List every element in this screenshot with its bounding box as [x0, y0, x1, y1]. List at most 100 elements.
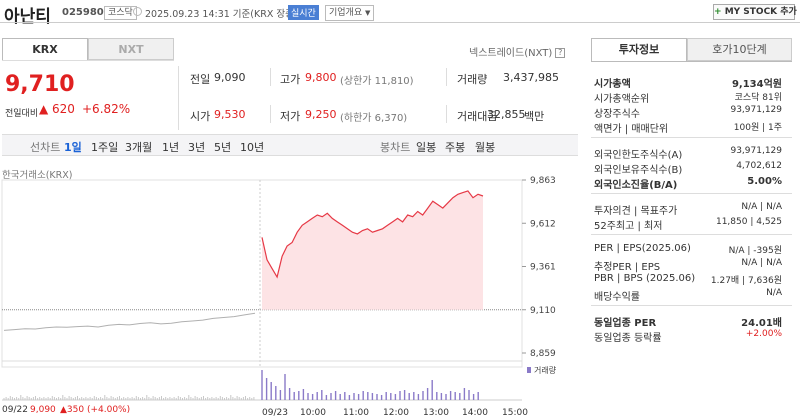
invest-label: 동일업종 PER — [594, 318, 657, 329]
invest-label: 동일업종 등락률 — [594, 333, 662, 344]
candle-1[interactable]: 주봉 — [445, 141, 466, 154]
prev-day-line — [3, 312, 256, 331]
datetime-text: 2025.09.23 14:31 기준(KRX 장중) — [145, 9, 298, 20]
candle-2[interactable]: 월봉 — [475, 141, 496, 154]
invest-label: PBR | BPS (2025.06) — [594, 273, 696, 284]
company-overview-button[interactable]: 기업개요 ▼ — [325, 5, 375, 21]
period-0[interactable]: 1일 — [64, 141, 82, 154]
invest-label: 외국인소진율(B/A) — [594, 180, 678, 191]
x-tick-label: 12:00 — [383, 408, 409, 418]
invest-label: 외국인한도주식수(A) — [594, 150, 683, 161]
trade-value-label: 거래대금 — [457, 110, 498, 123]
invest-value: 93,971,129 — [730, 146, 782, 156]
company-overview-label: 기업개요 — [329, 8, 363, 18]
up-arrow-icon: ▲ — [39, 102, 49, 116]
invest-value: 24.01배 — [741, 318, 782, 329]
period-4[interactable]: 3년 — [188, 141, 206, 154]
candle-0[interactable]: 일봉 — [416, 141, 437, 154]
y-tick-label: 9,361 — [530, 263, 556, 273]
invest-value: 코스닥 81위 — [734, 93, 782, 103]
invest-value: 11,850 | 4,525 — [715, 217, 782, 227]
candle-chart-label: 봉차트 — [380, 141, 411, 154]
my-stock-button[interactable]: + MY STOCK 추가 — [713, 4, 797, 20]
prev-day-close: 9,090 — [30, 405, 56, 415]
x-tick-label: 10:00 — [300, 408, 326, 418]
price-chart: 9,863 9,612 9,361 9,110 8,859 거래량 09/23 10:00 11… — [1, 176, 557, 418]
section-divider — [591, 305, 792, 306]
tab-krx[interactable]: KRX — [2, 38, 88, 60]
volume-value: 3,437,985 — [503, 71, 559, 84]
volume-legend-swatch — [527, 367, 531, 373]
low-label: 저가 — [280, 110, 301, 123]
tab-orderbook-label: 호가10단계 — [712, 43, 767, 56]
period-3[interactable]: 1년 — [162, 141, 180, 154]
high-label: 고가 — [280, 73, 301, 86]
period-2[interactable]: 3개월 — [125, 141, 153, 154]
chart-frame — [1, 179, 523, 368]
y-tick-label: 9,110 — [530, 306, 556, 316]
y-tick-label: 8,859 — [530, 349, 556, 359]
upper-limit: (상한가 11,810) — [340, 76, 414, 87]
invest-value: 93,971,129 — [730, 105, 782, 115]
prev-day-change: ▲350 (+4.00%) — [60, 405, 130, 415]
period-5[interactable]: 5년 — [214, 141, 232, 154]
x-tick-label: 14:00 — [462, 408, 488, 418]
invest-value: +2.00% — [745, 329, 782, 339]
prev-day-date: 09/22 — [2, 405, 28, 415]
chevron-down-icon: ▼ — [365, 9, 371, 17]
invest-value: 1.27배 | 7,636원 — [710, 276, 782, 286]
invest-value: 9,134억원 — [731, 79, 782, 90]
market-badge: 코스닥 — [104, 6, 137, 20]
help-icon: ? — [555, 48, 566, 58]
tab-invest-info[interactable]: 투자정보 — [591, 38, 687, 61]
volume-legend: 거래량 — [534, 365, 557, 375]
tab-invest-info-label: 투자정보 — [618, 43, 660, 56]
change-label: 전일대비 — [5, 109, 39, 119]
section-divider — [591, 193, 792, 194]
tab-orderbook[interactable]: 호가10단계 — [687, 38, 792, 61]
open-label: 시가 — [190, 110, 211, 123]
invest-label: 상장주식수 — [594, 109, 640, 120]
invest-value: 5.00% — [747, 176, 782, 187]
x-tick-label: 13:00 — [423, 408, 449, 418]
y-tick-label: 9,863 — [530, 176, 556, 186]
open-value: 9,530 — [214, 108, 246, 121]
low-value: 9,250 — [305, 108, 337, 121]
chart-source: 한국거래소(KRX) — [2, 170, 73, 181]
invest-value: 4,702,612 — [736, 161, 782, 171]
realtime-badge[interactable]: 실시간 — [288, 5, 319, 20]
invest-value: N/A | N/A — [741, 202, 782, 212]
my-stock-label: MY STOCK 추가 — [724, 7, 797, 17]
clock-icon — [133, 7, 142, 16]
y-tick-label: 9,612 — [530, 219, 556, 229]
volume-label: 거래량 — [457, 73, 488, 86]
invest-value: N/A | -395원 — [728, 246, 782, 256]
high-value: 9,800 — [305, 71, 337, 84]
stock-name: 아난티 — [4, 7, 51, 27]
line-chart-label: 선차트 — [30, 141, 61, 154]
nxt-info-link[interactable]: 넥스트레이드(NXT)? — [469, 44, 566, 59]
prev-close-label: 전일 — [190, 73, 211, 86]
invest-label: 시가총액 — [594, 79, 631, 90]
invest-value: N/A — [766, 288, 782, 298]
x-tick-label: 09/23 — [262, 408, 288, 418]
invest-label: 시가총액순위 — [594, 94, 650, 105]
period-1[interactable]: 1주일 — [91, 141, 119, 154]
invest-label: 추정PER | EPS — [594, 262, 661, 273]
stock-code: 025980 — [62, 7, 104, 18]
invest-value: N/A | N/A — [741, 258, 782, 268]
invest-label: PER | EPS(2025.06) — [594, 243, 691, 254]
invest-value: 100원 | 1주 — [733, 123, 782, 133]
change-value: 620 — [52, 102, 75, 116]
today-line — [261, 190, 484, 279]
x-tick-label: 15:00 — [502, 408, 528, 418]
section-divider — [591, 234, 792, 235]
period-6[interactable]: 10년 — [240, 141, 265, 154]
section-divider — [591, 137, 792, 138]
tab-nxt[interactable]: NXT — [88, 38, 174, 60]
invest-label: 액면가 | 매매단위 — [594, 124, 669, 135]
lower-limit: (하한가 6,370) — [340, 113, 408, 124]
prev-close-value: 9,090 — [214, 71, 246, 84]
current-price: 9,710 — [5, 72, 75, 97]
tab-krx-label: KRX — [32, 43, 58, 56]
